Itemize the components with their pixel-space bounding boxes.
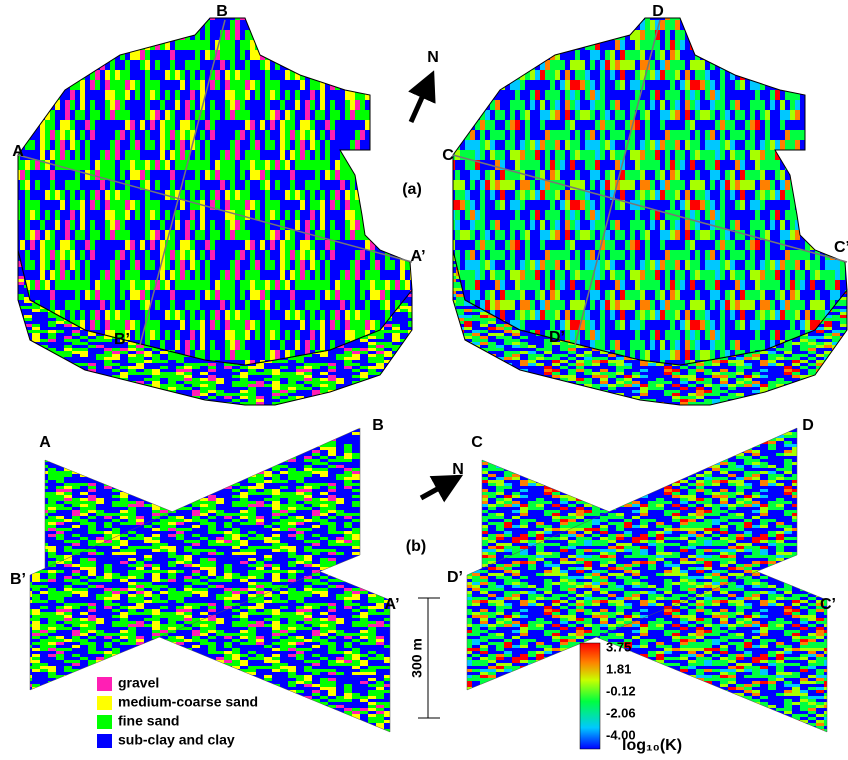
legend-swatch — [97, 715, 112, 729]
panel-label: (a) — [402, 181, 422, 198]
legend-swatch — [97, 677, 112, 691]
section-plane — [29, 427, 361, 691]
colorbar-tick-label: -0.12 — [606, 683, 636, 698]
section-label: D — [652, 3, 664, 20]
scale-bar — [418, 597, 440, 719]
section-line — [452, 154, 848, 263]
section-label: A’ — [410, 248, 425, 265]
panel-label: (b) — [406, 538, 426, 555]
legend-swatch — [97, 696, 112, 710]
section-label: A’ — [384, 596, 399, 613]
north-label: N — [427, 49, 439, 66]
section-label: B — [372, 417, 384, 434]
section-label: B’ — [10, 571, 26, 588]
north-label: N — [452, 461, 464, 478]
section-label: D’ — [447, 569, 463, 586]
colorbar-tick-label: -2.06 — [606, 705, 636, 720]
section-line — [574, 19, 661, 346]
section-label: C — [471, 434, 483, 451]
colorbar-tick-label: 3.75 — [606, 639, 631, 654]
north-arrow — [408, 70, 436, 124]
section-label: C — [442, 147, 454, 164]
colorbar-label: log₁₀(K) — [622, 737, 682, 754]
colorbar — [579, 642, 601, 750]
section-label: B’ — [114, 331, 130, 348]
section-line — [139, 19, 226, 346]
colorbar-tick-label: -4.00 — [606, 727, 636, 742]
north-arrow — [419, 474, 464, 503]
model-top — [452, 17, 848, 366]
section-label: C’ — [834, 239, 848, 256]
section-label: B — [216, 3, 228, 20]
legend-label: sub-clay and clay — [118, 732, 235, 748]
scale-label: 300 m — [409, 638, 425, 678]
section-label: C’ — [820, 596, 836, 613]
legend-label: fine sand — [118, 713, 179, 729]
models — [17, 17, 848, 733]
model-top — [17, 17, 413, 366]
legend-label: medium-coarse sand — [118, 694, 258, 710]
section-label: A — [12, 143, 24, 160]
legend-swatch — [97, 734, 112, 748]
section-label: A — [39, 434, 51, 451]
section-line — [17, 154, 413, 263]
colorbar-tick-label: 1.81 — [606, 661, 631, 676]
section-label: D’ — [549, 329, 565, 346]
labels: B A A’ B’ D C C’ D’ A B B’ A’ C D D’ C’ N N (a) (b) gravel me… — [10, 3, 848, 754]
section-label: D — [802, 417, 814, 434]
section-plane — [466, 427, 798, 691]
legend-label: gravel — [118, 675, 159, 691]
